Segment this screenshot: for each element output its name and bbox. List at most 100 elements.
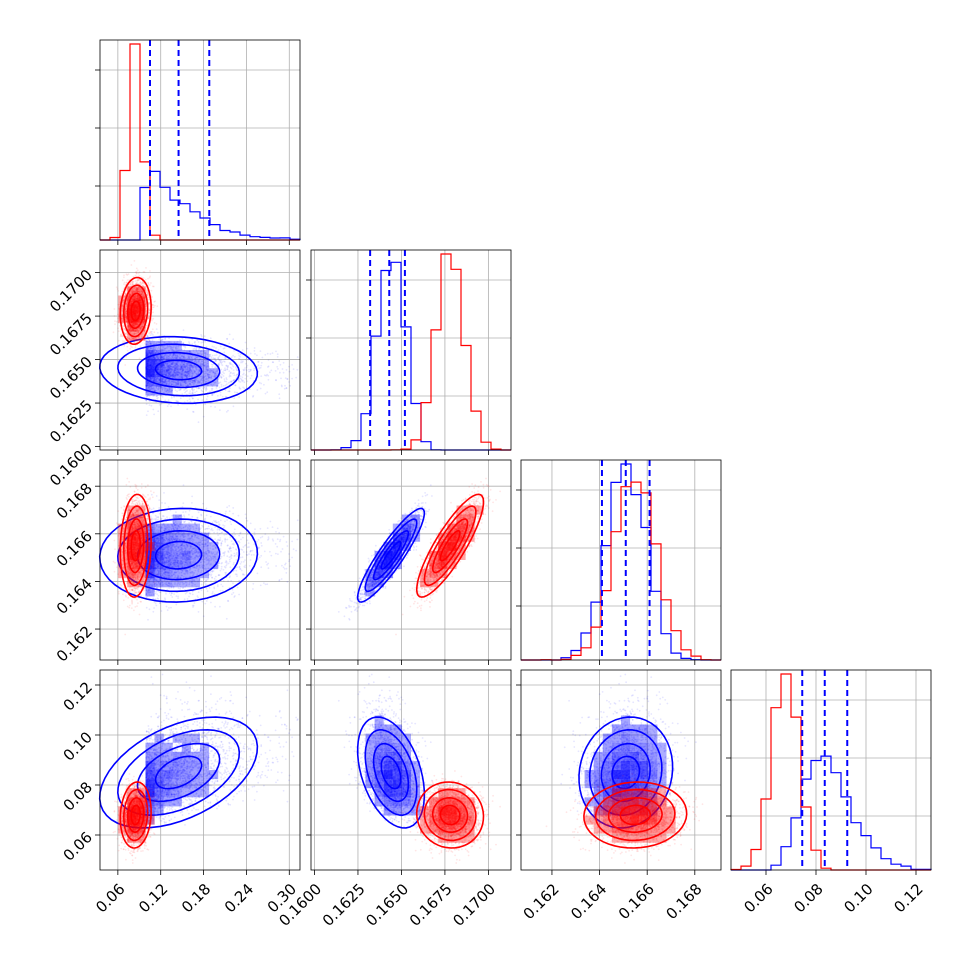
scatter-point xyxy=(176,390,179,393)
scatter-point xyxy=(260,364,263,367)
scatter-point xyxy=(233,355,236,358)
scatter-point xyxy=(203,350,206,353)
scatter-point xyxy=(278,397,281,400)
scatter-point xyxy=(171,389,174,392)
scatter-point xyxy=(188,392,191,394)
scatter-point xyxy=(275,350,277,353)
scatter-point xyxy=(161,396,164,398)
density-cell xyxy=(172,368,182,378)
scatter-point xyxy=(206,374,209,377)
scatter-point xyxy=(198,359,201,361)
scatter-point xyxy=(249,377,252,380)
scatter-point xyxy=(155,323,158,325)
scatter-point xyxy=(201,390,204,392)
scatter-point xyxy=(267,366,269,368)
scatter-point xyxy=(281,368,284,370)
scatter-point xyxy=(166,363,169,365)
scatter-point xyxy=(116,320,118,323)
scatter-point xyxy=(238,364,241,367)
scatter-point xyxy=(220,375,223,378)
scatter-point xyxy=(241,376,244,379)
scatter-point xyxy=(168,366,171,368)
scatter-point xyxy=(200,335,203,338)
scatter-point xyxy=(197,398,200,401)
scatter-point xyxy=(214,354,216,357)
scatter-point xyxy=(204,354,207,357)
scatter-point xyxy=(245,369,248,372)
scatter-point xyxy=(244,362,247,365)
scatter-point xyxy=(148,386,150,388)
panel-3-3 xyxy=(726,670,931,875)
scatter-point xyxy=(240,361,242,364)
scatter-point xyxy=(205,366,208,369)
scatter-point xyxy=(170,396,173,399)
scatter-point xyxy=(279,363,282,366)
scatter-point xyxy=(117,327,119,330)
scatter-point xyxy=(201,353,204,355)
scatter-point xyxy=(283,387,286,390)
scatter-point xyxy=(219,394,222,396)
scatter-point xyxy=(177,371,180,374)
scatter-point xyxy=(242,368,245,371)
scatter-point xyxy=(176,400,179,403)
scatter-point xyxy=(194,371,196,374)
scatter-point xyxy=(178,365,181,368)
scatter-point xyxy=(219,409,221,411)
scatter-point xyxy=(174,389,177,392)
scatter-point xyxy=(213,346,215,348)
scatter-point xyxy=(285,369,288,371)
scatter-point xyxy=(202,387,205,390)
scatter-point xyxy=(145,414,148,416)
scatter-point xyxy=(171,350,174,353)
scatter-point xyxy=(192,410,194,413)
scatter-point xyxy=(228,390,231,393)
scatter-point xyxy=(149,330,152,333)
scatter-point xyxy=(150,289,153,292)
scatter-point xyxy=(121,290,124,293)
scatter-point xyxy=(188,364,191,367)
scatter-point xyxy=(123,274,125,277)
scatter-point xyxy=(230,367,233,370)
scatter-point xyxy=(157,396,159,399)
scatter-point xyxy=(192,392,194,395)
scatter-point xyxy=(246,375,249,378)
scatter-point xyxy=(189,390,192,392)
scatter-point xyxy=(238,354,241,357)
scatter-point xyxy=(232,405,235,408)
panel-background xyxy=(100,40,300,240)
scatter-point xyxy=(221,364,224,367)
scatter-point xyxy=(223,369,226,371)
scatter-point xyxy=(156,332,159,334)
scatter-point xyxy=(135,267,138,270)
scatter-point xyxy=(235,368,238,370)
scatter-point xyxy=(244,341,247,344)
scatter-point xyxy=(160,379,163,381)
scatter-point xyxy=(241,349,244,351)
scatter-point xyxy=(296,368,299,371)
scatter-point xyxy=(244,374,247,376)
scatter-point xyxy=(211,394,214,396)
scatter-point xyxy=(229,387,231,390)
scatter-point xyxy=(281,385,283,388)
scatter-point xyxy=(245,358,248,361)
scatter-point xyxy=(114,323,116,326)
scatter-point xyxy=(239,388,242,390)
scatter-point xyxy=(191,397,194,400)
scatter-point xyxy=(286,378,289,380)
scatter-point xyxy=(245,366,248,369)
scatter-point xyxy=(223,378,226,381)
scatter-point xyxy=(142,347,145,350)
scatter-point xyxy=(177,382,179,385)
scatter-point xyxy=(240,378,243,381)
scatter-point xyxy=(175,371,178,373)
scatter-point xyxy=(212,368,215,371)
scatter-point xyxy=(153,413,156,416)
scatter-point xyxy=(224,369,227,371)
panel-1-0 xyxy=(95,250,300,455)
scatter-point xyxy=(214,372,217,375)
scatter-point xyxy=(250,369,252,371)
scatter-point xyxy=(198,387,201,389)
scatter-point xyxy=(161,356,164,359)
scatter-point xyxy=(282,371,285,374)
scatter-point xyxy=(173,356,176,359)
